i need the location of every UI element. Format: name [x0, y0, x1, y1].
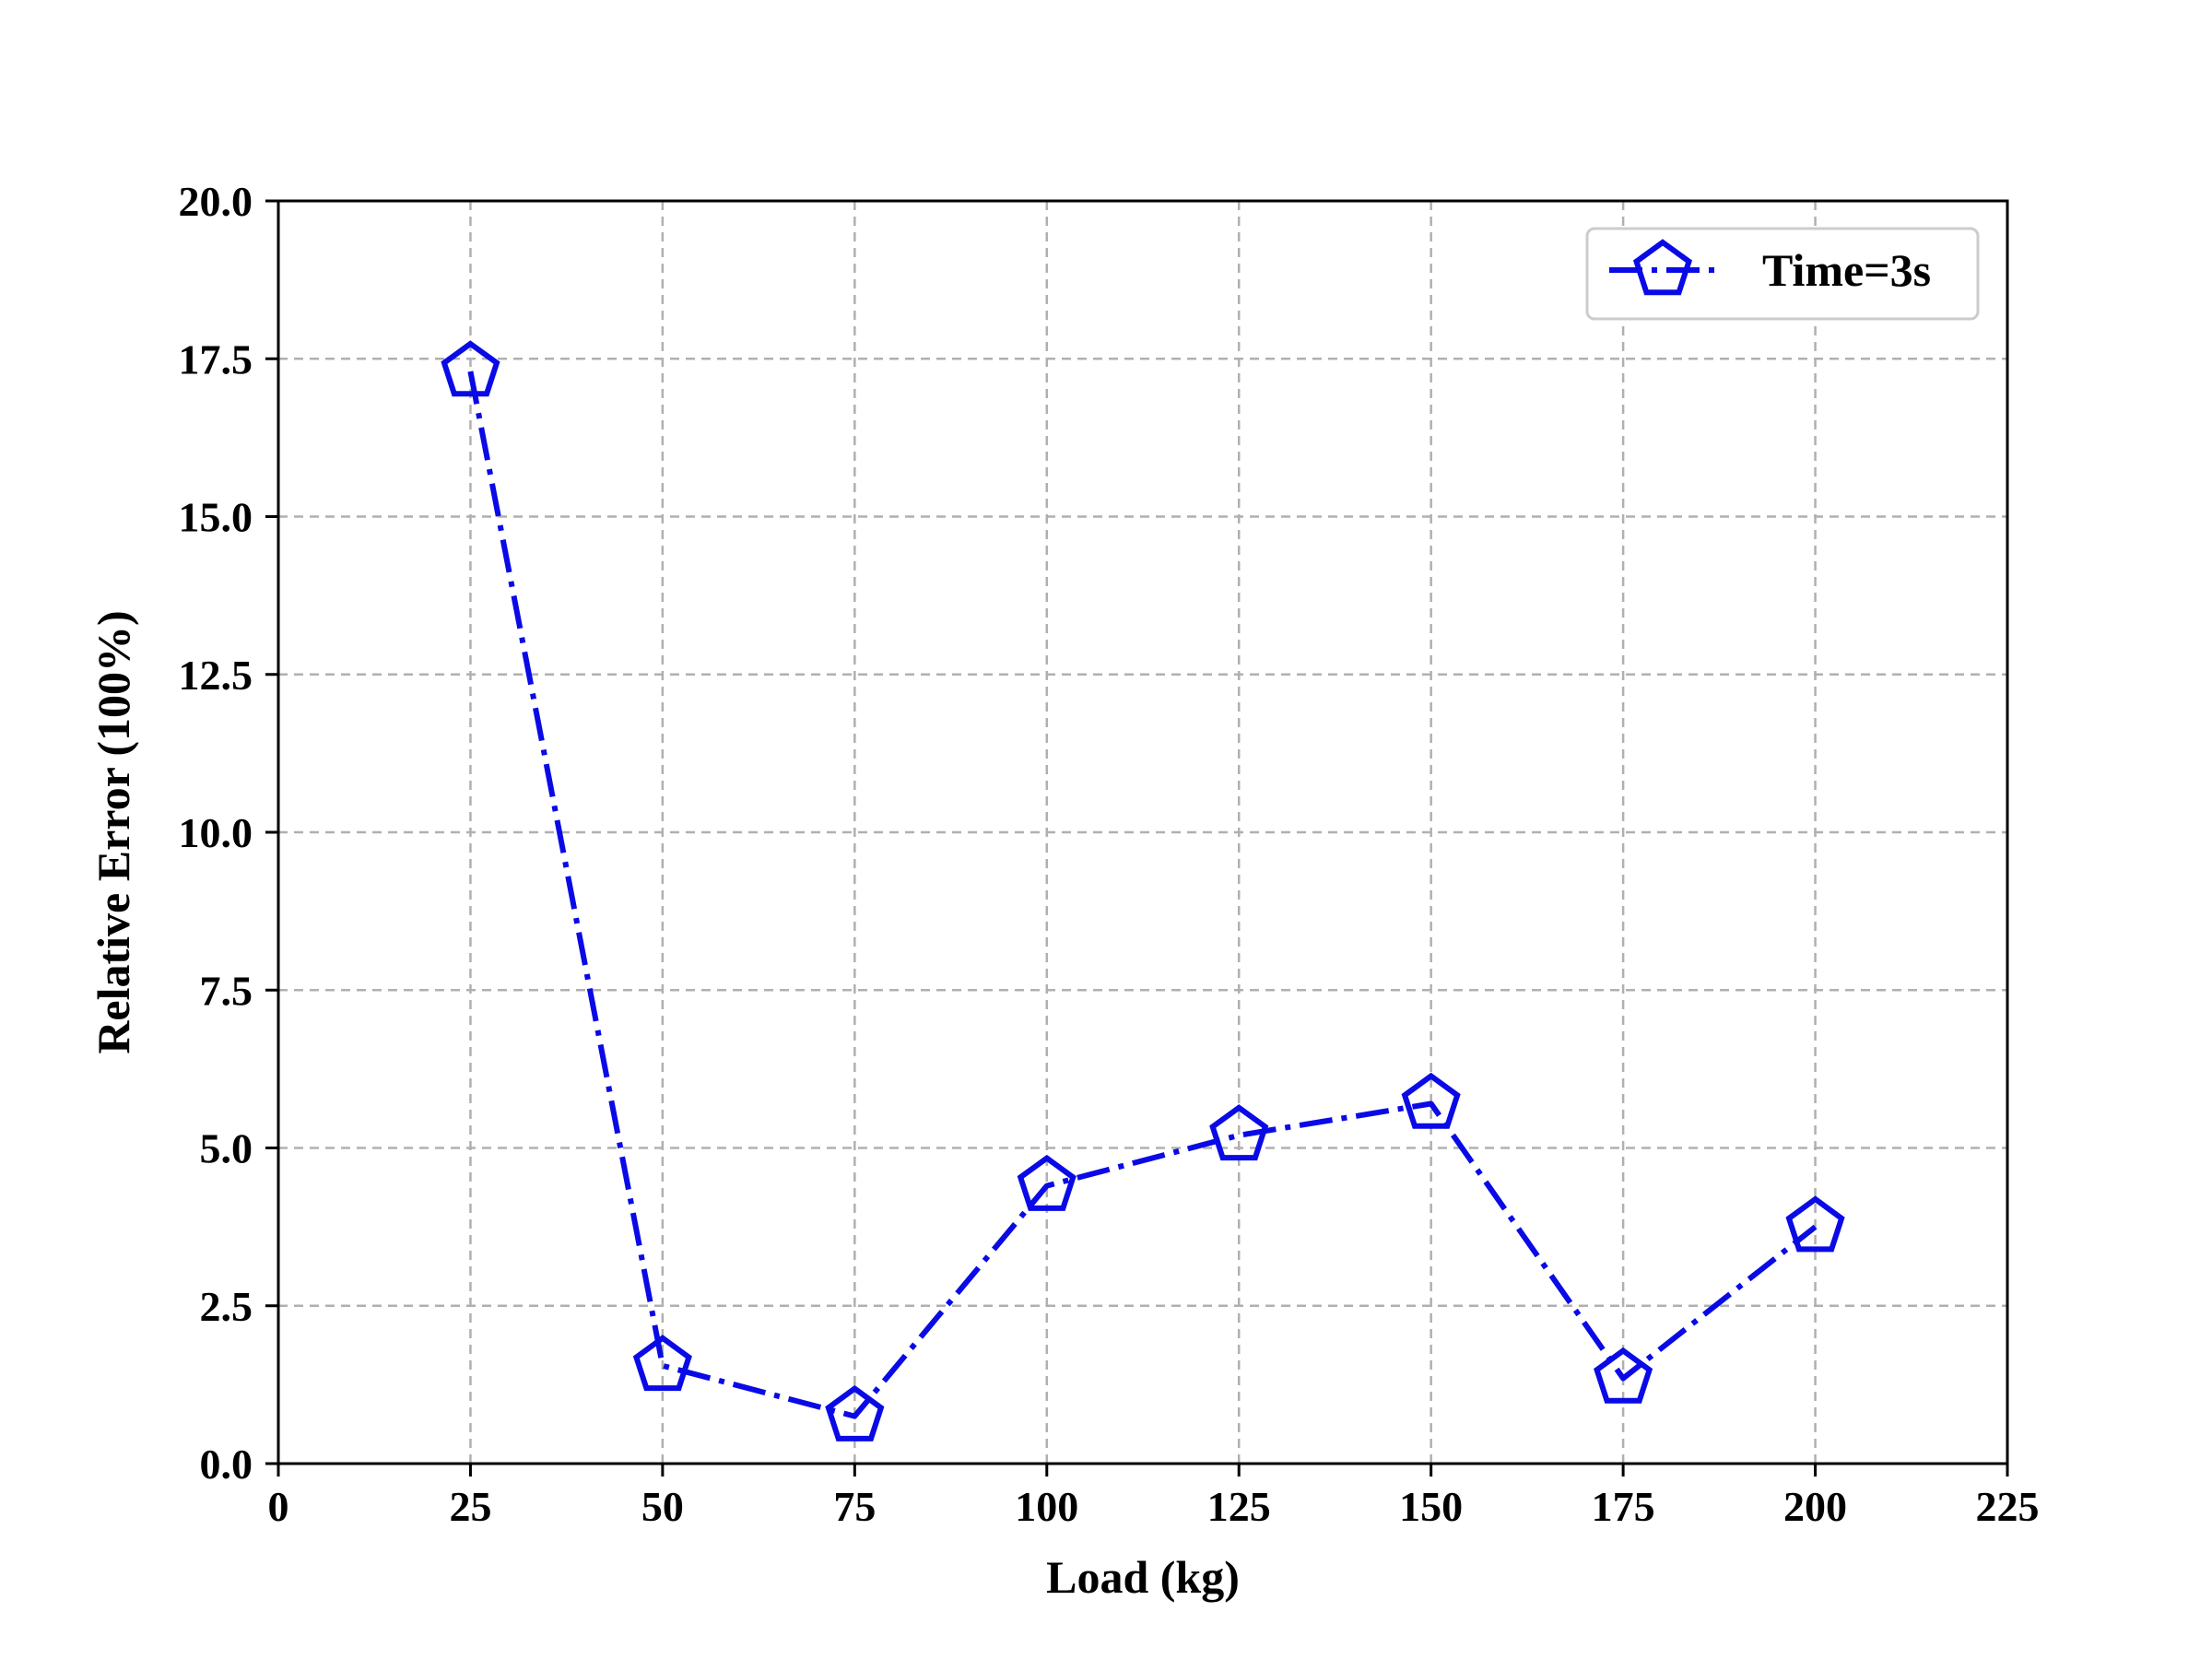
x-tick-label: 25: [449, 1483, 491, 1530]
y-tick-label: 5.0: [200, 1125, 253, 1172]
data-point-marker: [1785, 1195, 1845, 1253]
grid-lines: [278, 201, 2007, 1464]
data-point-marker: [825, 1384, 885, 1441]
data-point-marker: [1401, 1072, 1461, 1129]
y-tick-label: 12.5: [179, 652, 253, 699]
axis-ticks: 0 25 50 75 100 125 150 175 200 225 0.0 2.5 5.0 7.5 10.…: [179, 178, 2040, 1530]
x-tick-label: 100: [1015, 1483, 1078, 1530]
data-point-marker: [632, 1335, 692, 1392]
data-point-marker: [1017, 1154, 1077, 1211]
y-tick-label: 10.0: [179, 809, 253, 856]
x-tick-label: 125: [1207, 1483, 1271, 1530]
y-tick-label: 2.5: [200, 1283, 253, 1330]
legend-box: [1585, 227, 1980, 321]
legend-label-time-3s: Time=3s: [1762, 244, 1931, 296]
legend-marker-pentagon: [1632, 239, 1693, 296]
y-tick-label: 0.0: [200, 1441, 253, 1488]
data-point-marker: [1209, 1104, 1269, 1161]
y-tick-label: 17.5: [179, 335, 253, 382]
x-tick-label: 150: [1399, 1483, 1463, 1530]
y-tick-label: 20.0: [179, 178, 253, 225]
series-layer: [441, 340, 1845, 1441]
x-tick-label: 50: [641, 1483, 684, 1530]
x-tick-label: 75: [833, 1483, 876, 1530]
y-axis-label: Relative Error (100%): [88, 610, 139, 1053]
y-tick-label: 7.5: [200, 967, 253, 1014]
x-tick-label: 225: [1976, 1483, 2040, 1530]
x-tick-label: 175: [1592, 1483, 1655, 1530]
x-tick-label: 200: [1783, 1483, 1847, 1530]
data-point-marker: [441, 340, 500, 397]
data-point-marker: [1594, 1347, 1653, 1404]
series-line: [467, 371, 1818, 1419]
y-tick-label: 15.0: [179, 494, 253, 541]
x-tick-label: 0: [268, 1483, 289, 1530]
legend: Time=3s: [1585, 227, 1980, 321]
x-axis-label: Load (kg): [1046, 1551, 1240, 1603]
